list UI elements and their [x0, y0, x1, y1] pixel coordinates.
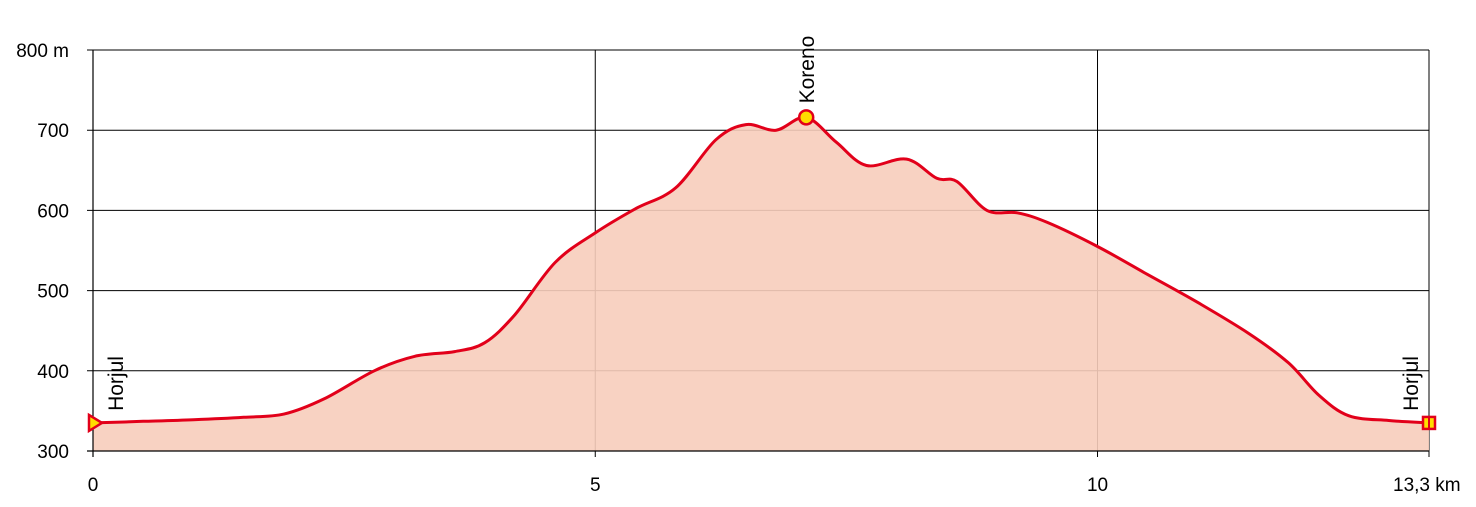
start-marker: [87, 412, 105, 434]
y-tick-label: 300: [37, 442, 69, 463]
plot-frame: [87, 50, 1429, 457]
waypoints: Horjul Koreno Horjul: [87, 36, 1437, 434]
y-tick-label: 500: [37, 282, 69, 303]
y-tick-label: 400: [37, 362, 69, 383]
y-axis-tick-labels: 300 400 500 600 700 800 m: [16, 41, 69, 463]
x-tick-label: 5: [590, 475, 601, 496]
waypoint-label: Horjul: [1400, 356, 1423, 411]
x-tick-label: 0: [88, 475, 99, 496]
waypoint-label: Koreno: [796, 36, 819, 104]
summit-marker: [797, 109, 815, 126]
waypoint-label: Horjul: [105, 356, 128, 411]
y-tick-label: 700: [37, 121, 69, 142]
elevation-profile-line: [92, 115, 1430, 425]
y-tick-label: 800 m: [16, 41, 69, 62]
x-axis-tick-labels: 0 5 10 13,3 km: [88, 475, 1461, 496]
y-tick-label: 600: [37, 201, 69, 222]
x-tick-label: 13,3 km: [1393, 475, 1461, 496]
x-tick-label: 10: [1087, 475, 1108, 496]
elevation-area-fill: [93, 117, 1429, 451]
